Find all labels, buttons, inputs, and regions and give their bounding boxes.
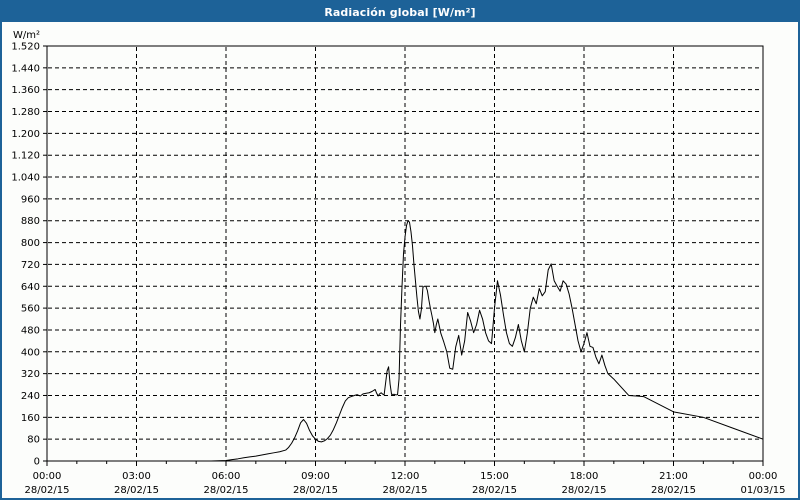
vertical-gridlines (136, 47, 674, 460)
y-axis-tick-label: 80 (27, 435, 40, 446)
y-axis-tick-label: 960 (21, 194, 40, 205)
x-axis-time-label: 12:00 (391, 471, 420, 482)
y-axis-tick-label: 560 (21, 304, 40, 315)
x-axis-time-label: 03:00 (122, 471, 151, 482)
y-axis-tick-label: 800 (21, 238, 40, 249)
x-axis-tick-labels: 00:00 28/02/15 03:00 28/02/15 06:00 28/02/15 0… (25, 471, 786, 496)
y-axis-tick-label: 400 (21, 347, 40, 358)
x-axis-date-label: 28/02/15 (293, 485, 338, 496)
x-axis-date-label: 28/02/15 (562, 485, 607, 496)
y-axis-tick-label: 480 (21, 325, 40, 336)
y-axis-tick-label: 1.440 (11, 63, 40, 74)
y-axis-tick-label: 160 (21, 413, 40, 424)
x-axis-date-label: 28/02/15 (651, 485, 696, 496)
y-axis-tick-label: 1.040 (11, 173, 40, 184)
y-axis-tick-label: 1.280 (11, 107, 40, 118)
y-axis-tick-label: 1.120 (11, 151, 40, 162)
y-axis-tick-label: 0 (34, 457, 40, 468)
window-title-bar: Radiación global [W/m²] (2, 2, 798, 22)
x-axis-time-label: 00:00 (33, 471, 62, 482)
x-axis-time-label: 15:00 (480, 471, 509, 482)
x-axis-time-label: 09:00 (301, 471, 330, 482)
y-axis-tick-label: 320 (21, 369, 40, 380)
x-axis-date-label: 28/02/15 (114, 485, 159, 496)
y-axis-tick-label: 1.360 (11, 85, 40, 96)
y-axis-tick-label: 640 (21, 282, 40, 293)
y-axis-tick-label: 1.200 (11, 129, 40, 140)
x-axis-date-label: 28/02/15 (204, 485, 249, 496)
y-axis-unit-label: W/m² (13, 30, 40, 41)
x-axis-time-label: 21:00 (659, 471, 688, 482)
x-axis-time-label: 00:00 (749, 471, 778, 482)
y-axis-ticks (43, 45, 47, 462)
x-axis-time-label: 06:00 (212, 471, 241, 482)
y-axis-tick-label: 880 (21, 216, 40, 227)
x-axis-date-label: 28/02/15 (25, 485, 70, 496)
y-axis-tick-label: 720 (21, 260, 40, 271)
chart-title: Radiación global [W/m²] (324, 5, 476, 19)
plot-area-container: 0 80 160 240 320 400 480 560 640 720 800 880 960 1.04… (2, 22, 798, 498)
x-axis-date-label: 28/02/15 (383, 485, 428, 496)
x-axis-ticks (46, 461, 764, 466)
x-axis-date-label: 28/02/15 (472, 485, 517, 496)
y-axis-tick-labels: 0 80 160 240 320 400 480 560 640 720 800 880 960 1.04… (11, 42, 40, 468)
y-axis-tick-label: 240 (21, 391, 40, 402)
plot-frame-border (46, 45, 764, 462)
x-axis-time-label: 18:00 (570, 471, 599, 482)
x-axis-date-label: 01/03/15 (741, 485, 786, 496)
radiation-series-line (46, 220, 764, 462)
y-axis-tick-label: 1.520 (11, 42, 40, 53)
radiation-line-chart: 0 80 160 240 320 400 480 560 640 720 800 880 960 1.04… (11, 30, 786, 496)
